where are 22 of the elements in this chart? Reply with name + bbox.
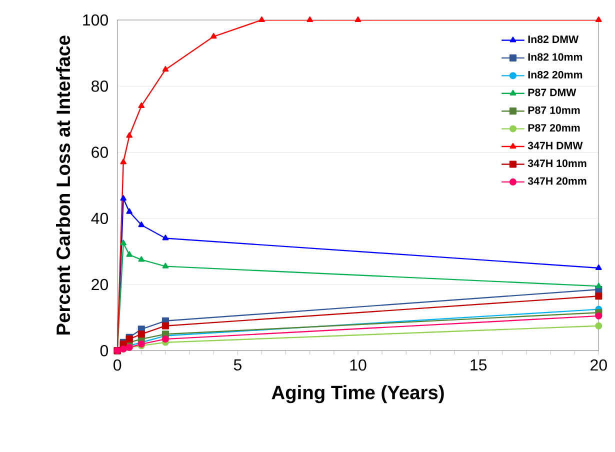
x-axis-title: Aging Time (Years) <box>272 385 444 404</box>
legend-label: 347H 10mm <box>528 160 586 168</box>
y-tick-label: 20 <box>92 278 108 290</box>
legend-label: 347H 20mm <box>528 177 586 185</box>
legend-label: In82 20mm <box>528 70 582 78</box>
y-tick-label: 40 <box>91 212 108 224</box>
x-tick-label: 10 <box>350 359 366 371</box>
y-tick-label: 80 <box>92 80 108 92</box>
legend-label: In82 DMW <box>528 36 579 44</box>
legend-label: P87 10mm <box>528 106 580 114</box>
y-axis-title: Percent Carbon Loss at Interface <box>56 36 70 334</box>
x-tick-label: 15 <box>470 359 487 371</box>
legend-label: In82 10mm <box>528 53 582 61</box>
y-tick-label: 60 <box>92 146 108 158</box>
y-tick-label: 100 <box>83 14 108 26</box>
x-tick-label: 5 <box>234 359 242 371</box>
legend-label: 347H DMW <box>528 142 583 150</box>
legend-label: P87 20mm <box>528 124 580 132</box>
x-tick-label: 0 <box>114 359 122 371</box>
y-tick-label: 0 <box>100 344 108 356</box>
x-tick-label: 20 <box>590 359 607 371</box>
legend-label: P87 DMW <box>528 88 576 96</box>
